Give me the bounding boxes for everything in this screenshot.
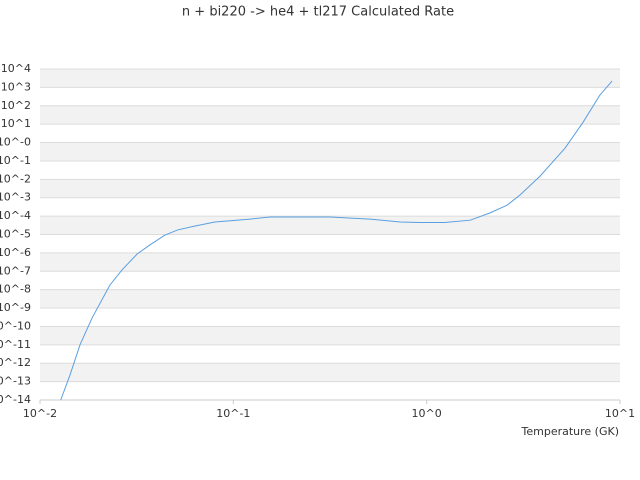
y-tick-label: 10^-3 (0, 191, 31, 204)
x-tick-label: 10^1 (605, 407, 635, 420)
grid-band (40, 289, 620, 309)
y-tick-label: 10^-12 (0, 356, 31, 369)
y-tick-label: 10^-5 (0, 228, 31, 241)
y-tick-label: 10^1 (1, 117, 31, 130)
y-tick-label: 10^4 (1, 62, 31, 75)
y-tick-label: 10^-10 (0, 319, 31, 332)
x-axis-label: Temperature (GK) (521, 425, 620, 438)
y-tick-label: 10^-4 (0, 209, 31, 222)
grid-band (40, 363, 620, 382)
x-tick-label: 10^0 (412, 407, 442, 420)
y-tick-label: 10^-7 (0, 264, 31, 277)
grid-band (40, 142, 620, 161)
grid-band (40, 326, 620, 345)
y-tick-label: 10^-14 (0, 393, 31, 406)
y-tick-label: 10^2 (1, 99, 31, 112)
y-tick-label: 10^-1 (0, 154, 31, 167)
x-tick-label: 10^-2 (23, 407, 57, 420)
y-tick-label: 10^-2 (0, 172, 31, 185)
y-tick-label: 10^-6 (0, 246, 31, 259)
grid-band (40, 105, 620, 125)
y-tick-label: 10^-13 (0, 375, 31, 388)
grid-band (40, 69, 620, 88)
grid-band (40, 179, 620, 198)
y-tick-label: 10^-11 (0, 338, 31, 351)
y-tick-label: 10^-9 (0, 301, 31, 314)
y-tick-label: 10^-0 (0, 136, 31, 149)
y-tick-label: 10^-8 (0, 283, 31, 296)
data-line (60, 80, 613, 401)
grid-band (40, 216, 620, 235)
chart-title: n + bi220 -> he4 + tl217 Calculated Rate (182, 5, 454, 20)
y-tick-label: 10^3 (1, 80, 31, 93)
grid-band (40, 252, 620, 272)
x-tick-label: 10^-1 (216, 407, 250, 420)
